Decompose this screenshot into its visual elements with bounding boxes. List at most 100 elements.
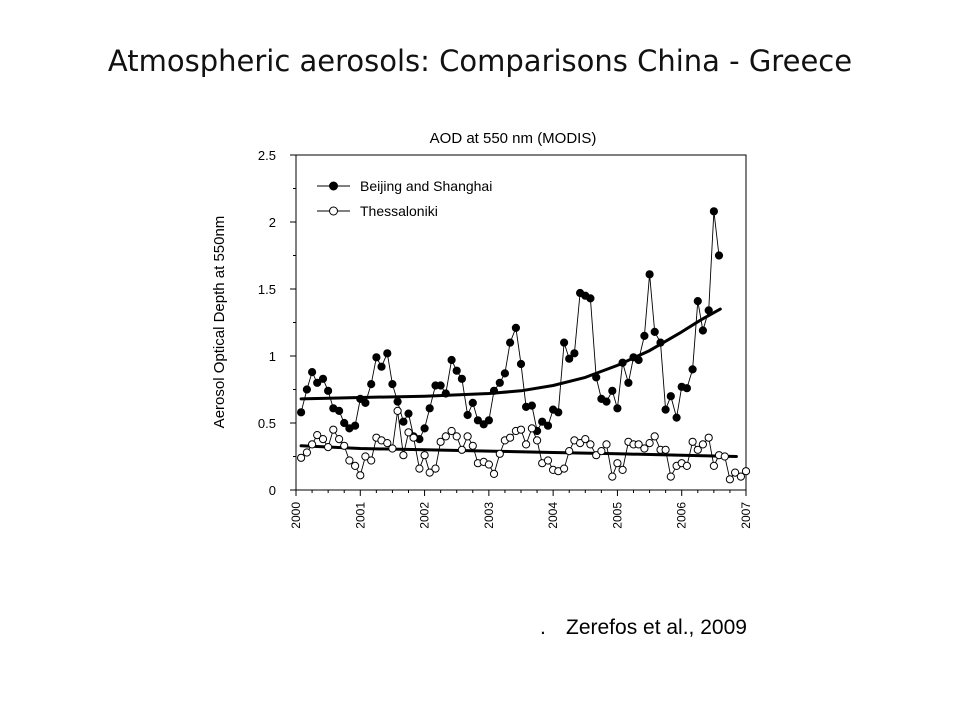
trend-line <box>299 444 738 458</box>
data-point <box>543 456 553 465</box>
data-point <box>468 398 477 407</box>
data-point <box>666 472 675 481</box>
data-point <box>608 386 617 395</box>
data-point <box>516 359 526 369</box>
data-point <box>468 441 477 450</box>
data-point <box>554 408 563 417</box>
data-point <box>425 404 434 413</box>
x-tick-label: 2002 <box>418 502 432 529</box>
data-point <box>297 453 306 462</box>
data-point <box>372 353 381 362</box>
data-point <box>404 409 413 418</box>
data-point <box>463 410 472 420</box>
data-point <box>565 354 574 363</box>
data-point <box>688 437 697 446</box>
data-point <box>500 369 509 378</box>
x-tick-label: 2000 <box>289 502 303 529</box>
data-point <box>618 358 627 367</box>
data-point <box>447 426 456 436</box>
x-tick-label: 2005 <box>610 502 624 529</box>
data-point <box>351 421 360 430</box>
data-point <box>570 349 579 358</box>
y-tick-label: 2.5 <box>258 148 276 163</box>
data-point <box>388 444 397 453</box>
data-point <box>714 251 724 260</box>
data-point <box>351 461 360 470</box>
data-point <box>297 408 306 417</box>
legend-label: Beijing and Shanghai <box>360 178 492 194</box>
y-tick-label: 0 <box>269 483 276 498</box>
data-point <box>682 461 692 470</box>
data-point <box>560 464 569 473</box>
data-point <box>538 417 547 426</box>
data-point <box>543 421 553 430</box>
citation: . Zerefos et al., 2009 <box>540 616 747 640</box>
data-point <box>608 472 617 481</box>
data-point <box>436 381 445 390</box>
data-point <box>457 374 466 383</box>
data-point <box>399 417 408 426</box>
data-point <box>383 439 392 448</box>
data-point <box>356 471 365 480</box>
data-point <box>436 437 445 446</box>
y-axis-label: Aerosol Optical Depth at 550nm <box>211 216 228 429</box>
data-point <box>613 459 622 468</box>
data-point <box>420 424 429 433</box>
data-point <box>313 431 322 440</box>
y-tick-label: 1.5 <box>258 282 276 297</box>
chart-title: AOD at 550 nm (MODIS) <box>430 130 597 147</box>
x-tick-label: 2006 <box>675 502 689 529</box>
x-tick-label: 2004 <box>546 502 560 529</box>
citation-bullet: . <box>540 616 546 639</box>
data-point <box>650 432 659 441</box>
data-point <box>340 418 349 428</box>
data-point <box>586 440 595 449</box>
y-tick-label: 1 <box>269 349 276 364</box>
data-point <box>367 380 376 389</box>
data-point <box>308 440 317 449</box>
data-point <box>602 440 611 449</box>
legend-label: Thessaloniki <box>360 203 438 219</box>
data-point <box>383 349 392 358</box>
trend-line <box>299 307 722 401</box>
data-point <box>484 416 493 425</box>
data-point <box>415 464 424 473</box>
data-point <box>506 433 515 442</box>
data-point <box>592 373 601 382</box>
data-point <box>709 461 719 470</box>
data-point <box>516 425 526 434</box>
legend-marker <box>329 181 338 191</box>
data-point <box>709 207 719 216</box>
data-point <box>661 445 670 454</box>
data-point <box>329 425 338 434</box>
data-point <box>457 445 466 454</box>
data-point <box>473 416 482 425</box>
data-point <box>489 386 499 395</box>
data-point <box>693 297 702 306</box>
data-point <box>377 362 386 371</box>
y-axis: 0 0.5 1 1.5 2 2.5 <box>258 148 296 498</box>
data-point <box>340 441 349 450</box>
data-point <box>463 432 472 441</box>
data-point <box>345 456 354 465</box>
data-point <box>511 323 521 332</box>
data-point <box>335 435 344 444</box>
data-point <box>302 448 311 457</box>
data-point <box>324 386 333 395</box>
y-tick-label: 0.5 <box>258 416 276 431</box>
data-point <box>506 338 515 347</box>
data-point <box>704 306 713 315</box>
data-point <box>666 392 675 401</box>
x-tick-label: 2001 <box>353 502 367 529</box>
data-point <box>318 435 328 444</box>
y-tick-label: 2 <box>269 215 276 230</box>
data-point <box>495 449 504 458</box>
data-point <box>602 397 611 406</box>
data-point <box>672 413 681 422</box>
data-point <box>634 440 643 449</box>
data-point <box>484 460 493 469</box>
data-point <box>592 451 601 460</box>
data-point <box>302 385 311 394</box>
data-point <box>522 440 531 449</box>
data-point <box>441 432 450 441</box>
